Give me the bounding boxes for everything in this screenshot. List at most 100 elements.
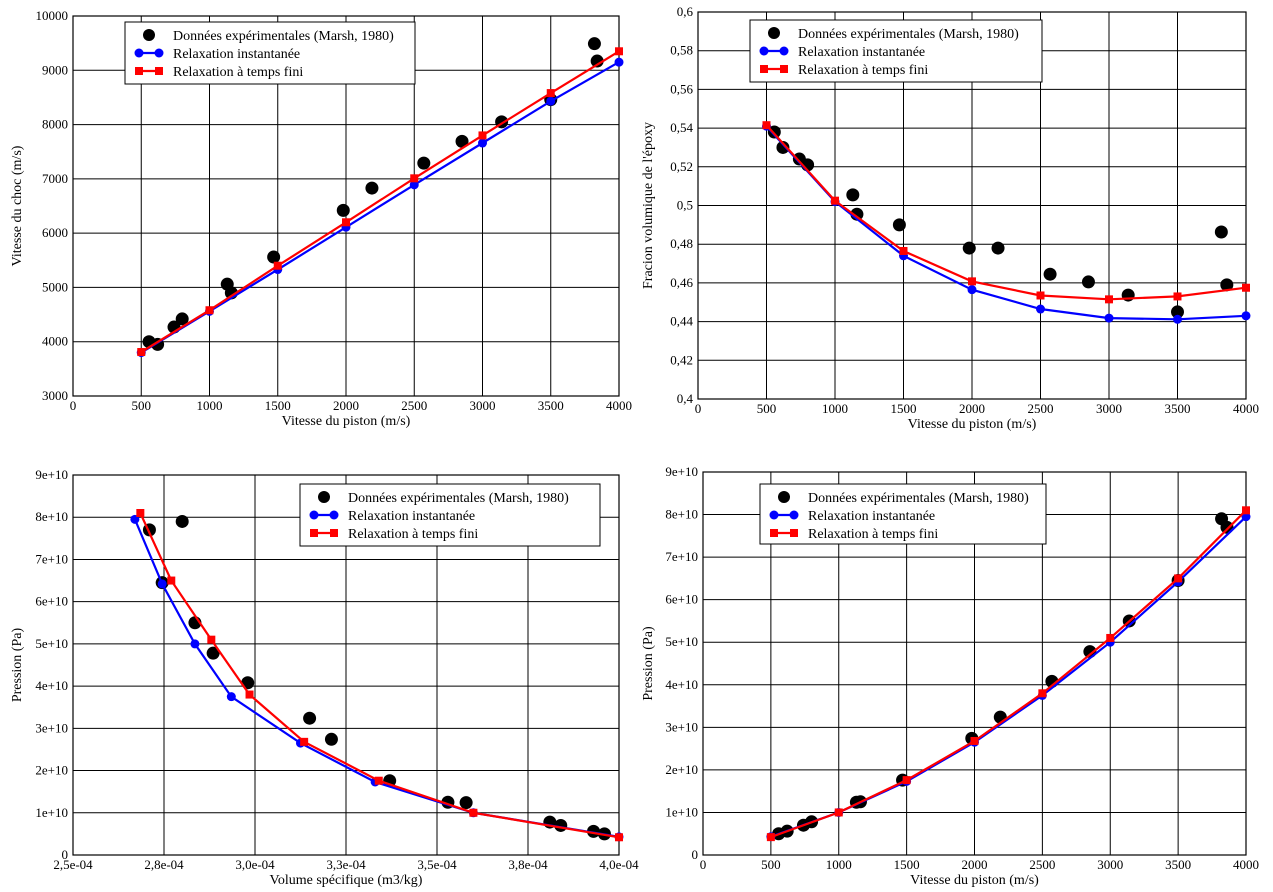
y-tick-label: 3000	[42, 388, 68, 403]
legend-entry: Données expérimentales (Marsh, 1980)	[798, 27, 1019, 42]
legend-marker	[155, 67, 163, 75]
data-point	[776, 140, 790, 154]
data-point	[190, 639, 200, 649]
legend-marker	[330, 529, 338, 537]
series-line-square	[766, 506, 1250, 842]
data-point	[1106, 633, 1115, 642]
legend-marker	[134, 48, 144, 58]
legend-marker	[329, 510, 339, 520]
legend-marker	[759, 46, 769, 56]
x-axis-label: Volume spécifique (m3/kg)	[270, 873, 423, 888]
data-point	[1173, 314, 1182, 324]
y-tick-label: 4e+10	[665, 677, 698, 692]
legend-marker	[779, 46, 789, 56]
y-tick-label: 9e+10	[665, 464, 698, 479]
y-axis-label: Pression (Pa)	[10, 628, 25, 703]
data-point	[374, 776, 383, 785]
x-tick-label: 4000	[606, 398, 632, 413]
legend-marker	[309, 510, 319, 520]
data-point	[1036, 304, 1045, 314]
data-point	[175, 312, 189, 326]
series-line-square	[137, 47, 623, 357]
y-tick-label: 0,42	[670, 352, 693, 367]
legend-entry: Données expérimentales (Marsh, 1980)	[348, 491, 569, 506]
x-tick-label: 2500	[1028, 401, 1054, 416]
y-tick-label: 9e+10	[35, 467, 68, 482]
y-tick-label: 10000	[36, 8, 69, 23]
data-point	[205, 306, 214, 315]
y-tick-label: 5000	[42, 279, 68, 294]
legend-marker	[789, 510, 799, 520]
y-tick-label: 3e+10	[35, 720, 68, 735]
y-tick-label: 0,58	[670, 43, 693, 58]
legend-box	[124, 21, 416, 85]
legend-entry: Données expérimentales (Marsh, 1980)	[808, 491, 1029, 506]
legend-entry: Relaxation instantanée	[173, 47, 300, 62]
data-point	[245, 690, 254, 699]
data-point	[1036, 291, 1045, 300]
y-tick-label: 4000	[42, 334, 68, 349]
data-point	[300, 737, 309, 746]
x-tick-label: 2000	[962, 857, 988, 872]
x-axis-label: Vitesse du piston (m/s)	[908, 417, 1037, 432]
data-point	[137, 348, 146, 357]
y-tick-label: 0	[692, 847, 699, 862]
data-point	[1220, 278, 1234, 292]
x-tick-label: 1500	[265, 398, 291, 413]
x-tick-label: 4000	[1233, 401, 1259, 416]
legend: Données expérimentales (Marsh, 1980) Rela…	[759, 483, 1047, 545]
legend-marker	[143, 29, 155, 41]
data-point	[1241, 512, 1251, 522]
data-point	[962, 241, 976, 255]
x-tick-label: 3500	[1165, 401, 1191, 416]
x-tick-label: 4,0e-04	[599, 857, 639, 872]
y-tick-label: 9000	[42, 62, 68, 77]
x-tick-label: 3,5e-04	[417, 857, 457, 872]
data-point	[136, 509, 145, 517]
data-point	[273, 261, 282, 270]
data-point	[899, 246, 908, 255]
legend-entry: Relaxation à temps fini	[348, 527, 478, 542]
x-tick-label: 1000	[197, 398, 223, 413]
data-point	[1105, 295, 1113, 304]
y-tick-label: 8e+10	[665, 507, 698, 522]
data-point	[762, 121, 771, 130]
data-point	[1242, 283, 1250, 292]
data-point	[587, 37, 601, 51]
x-tick-label: 0	[700, 857, 707, 872]
x-tick-label: 3,0e-04	[235, 857, 275, 872]
chart-panel-3: 2,5e-04 2,8e-04 3,0e-04 3,3e-04 3,5e-04 3,8e-…	[10, 467, 639, 888]
y-tick-label: 0,4	[677, 391, 694, 406]
x-tick-label: 500	[132, 398, 152, 413]
y-tick-label: 3e+10	[665, 719, 698, 734]
data-point	[968, 277, 976, 286]
legend-entry: Relaxation à temps fini	[808, 527, 938, 542]
data-point	[365, 181, 379, 195]
data-point	[459, 796, 473, 810]
data-point	[846, 188, 860, 202]
y-axis-label: Pression (Pa)	[641, 626, 656, 701]
x-tick-label: 500	[757, 401, 777, 416]
x-tick-label: 2500	[1029, 857, 1055, 872]
y-tick-label: 0	[62, 847, 69, 862]
legend-marker	[154, 48, 164, 58]
x-tick-label: 4000	[1233, 857, 1259, 872]
y-tick-label: 1e+10	[665, 804, 698, 819]
data-point	[206, 646, 220, 660]
legend-marker	[318, 491, 330, 503]
legend-marker	[790, 529, 798, 537]
data-point	[831, 196, 839, 205]
data-point	[1241, 311, 1251, 321]
legend: Données expérimentales (Marsh, 1980) Rela…	[299, 483, 601, 547]
y-tick-label: 0,56	[670, 81, 693, 96]
data-point	[970, 736, 979, 745]
data-point	[175, 514, 189, 528]
y-tick-label: 5e+10	[665, 634, 698, 649]
data-point	[417, 156, 431, 170]
x-tick-label: 3000	[470, 398, 496, 413]
y-tick-label: 0,54	[670, 120, 693, 135]
data-point	[967, 285, 977, 295]
legend-marker	[760, 65, 768, 73]
data-point	[1104, 313, 1114, 323]
data-point	[614, 57, 624, 67]
